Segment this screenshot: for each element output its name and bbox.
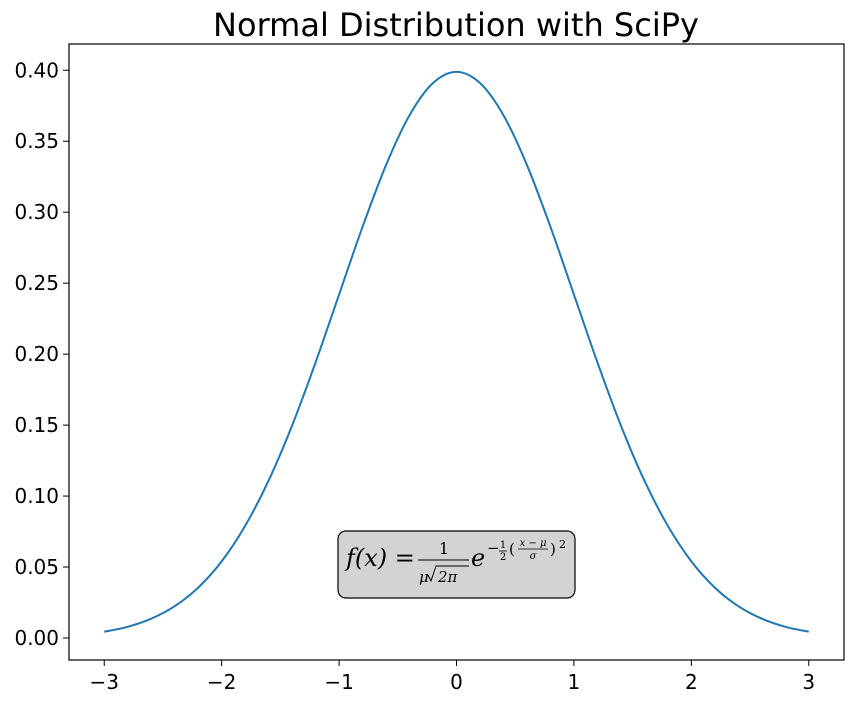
- x-tick-label: −3: [89, 670, 118, 694]
- y-axis: 0.00 0.05 0.10 0.15 0.20 0.25 0.30 0.35 0.40: [14, 58, 69, 650]
- formula-power: 2: [559, 538, 566, 551]
- y-tick-label: 0.10: [14, 484, 59, 508]
- chart-title: Normal Distribution with SciPy: [213, 6, 699, 44]
- formula-inner-den: σ: [530, 551, 538, 562]
- formula-frac-root: 2π: [437, 568, 459, 586]
- x-axis: −3 −2 −1 0 1 2 3: [89, 660, 815, 694]
- formula-frac-mu: μ: [419, 568, 429, 586]
- x-tick-label: 0: [450, 670, 463, 694]
- formula-base: e: [471, 544, 485, 572]
- y-tick-label: 0.35: [14, 129, 59, 153]
- formula-lhs: f(x) =: [344, 544, 415, 572]
- y-tick-label: 0.15: [14, 413, 59, 437]
- x-tick-label: −1: [324, 670, 353, 694]
- formula-paren-close: ): [550, 540, 556, 558]
- x-tick-label: 1: [568, 670, 581, 694]
- formula-exp-half-num: 1: [500, 540, 506, 551]
- x-tick-label: 2: [685, 670, 698, 694]
- x-tick-label: 3: [802, 670, 815, 694]
- y-tick-label: 0.00: [14, 626, 59, 650]
- formula-exp-sign: −: [487, 539, 500, 557]
- formula-paren-open: (: [509, 540, 515, 558]
- y-tick-label: 0.30: [14, 200, 59, 224]
- formula-sqrt-sign: [427, 565, 469, 583]
- y-tick-label: 0.25: [14, 271, 59, 295]
- formula-inner-num: x − μ: [520, 538, 547, 549]
- formula-exp-half-den: 2: [500, 552, 506, 563]
- y-tick-label: 0.20: [14, 342, 59, 366]
- series-line-normal-pdf: [104, 70, 809, 633]
- y-tick-label: 0.40: [14, 58, 59, 82]
- formula-frac-num: 1: [439, 539, 449, 558]
- formula-annotation: f(x) = 1 μ 2π e − 1 2 ( x − μ σ ) 2: [337, 530, 576, 599]
- y-tick-label: 0.05: [14, 555, 59, 579]
- x-tick-label: −2: [207, 670, 236, 694]
- formula-box: [337, 530, 576, 599]
